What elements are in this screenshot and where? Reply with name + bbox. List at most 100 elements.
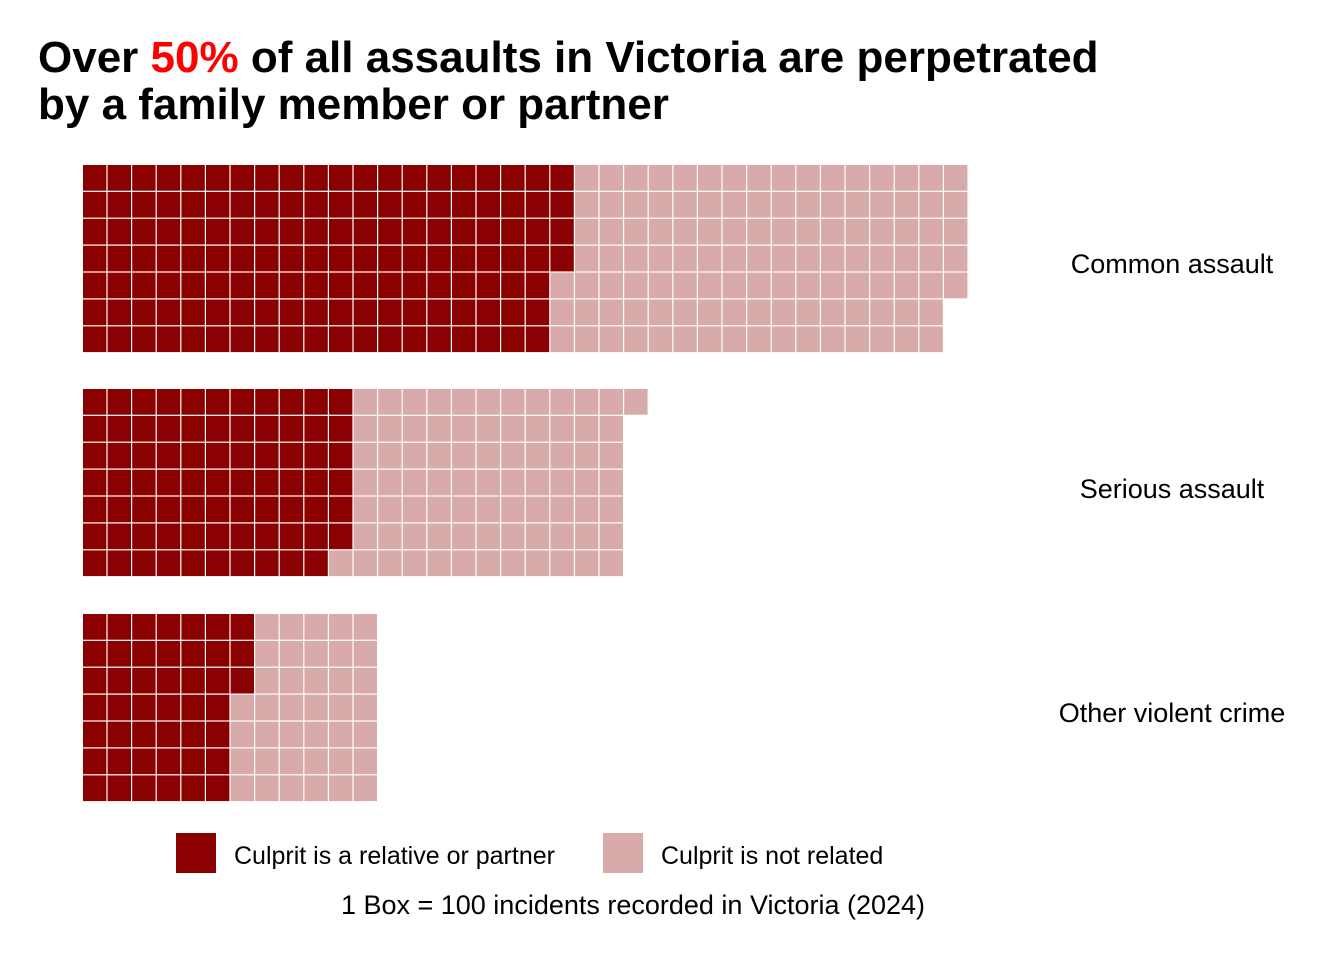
waffle-box-serious-assault-related bbox=[83, 442, 107, 469]
waffle-box-common-assault-related bbox=[402, 165, 427, 191]
waffle-box-other-violent-crime-related bbox=[156, 614, 181, 640]
title-suffix: of all assaults in Victoria are perpetra… bbox=[238, 33, 1099, 82]
waffle-box-common-assault-not-related bbox=[944, 218, 968, 245]
waffle-box-common-assault-related bbox=[181, 326, 205, 353]
waffle-box-other-violent-crime-related bbox=[206, 775, 230, 802]
waffle-box-other-violent-crime-not-related bbox=[329, 721, 353, 748]
waffle-box-common-assault-not-related bbox=[747, 165, 771, 191]
waffle-box-common-assault-not-related bbox=[698, 326, 722, 353]
waffle-box-serious-assault-not-related bbox=[402, 415, 427, 442]
waffle-box-common-assault-related bbox=[206, 245, 230, 272]
waffle-box-common-assault-not-related bbox=[624, 191, 648, 218]
waffle-box-serious-assault-related bbox=[181, 550, 205, 577]
waffle-cells bbox=[83, 165, 968, 802]
waffle-box-other-violent-crime-not-related bbox=[304, 640, 328, 667]
waffle-box-other-violent-crime-not-related bbox=[304, 667, 328, 694]
waffle-box-other-violent-crime-not-related bbox=[230, 694, 254, 721]
waffle-box-common-assault-not-related bbox=[821, 218, 845, 245]
waffle-box-common-assault-related bbox=[550, 165, 574, 191]
waffle-box-other-violent-crime-related bbox=[132, 614, 156, 640]
waffle-box-serious-assault-related bbox=[181, 415, 205, 442]
waffle-box-serious-assault-not-related bbox=[427, 523, 451, 550]
waffle-box-common-assault-related bbox=[230, 272, 254, 299]
waffle-box-serious-assault-not-related bbox=[575, 523, 599, 550]
waffle-box-common-assault-not-related bbox=[845, 245, 869, 272]
waffle-box-serious-assault-not-related bbox=[599, 550, 623, 577]
waffle-box-common-assault-related bbox=[525, 218, 550, 245]
waffle-box-common-assault-related bbox=[255, 191, 279, 218]
waffle-box-serious-assault-not-related bbox=[378, 496, 402, 523]
waffle-box-common-assault-not-related bbox=[624, 218, 648, 245]
waffle-box-serious-assault-related bbox=[107, 496, 131, 523]
waffle-box-serious-assault-related bbox=[181, 389, 205, 415]
waffle-box-common-assault-not-related bbox=[870, 299, 894, 326]
waffle-box-serious-assault-not-related bbox=[427, 550, 451, 577]
waffle-box-serious-assault-not-related bbox=[525, 415, 550, 442]
legend-label-not-related: Culprit is not related bbox=[661, 842, 883, 870]
waffle-box-common-assault-related bbox=[279, 218, 304, 245]
waffle-box-common-assault-not-related bbox=[821, 299, 845, 326]
waffle-box-common-assault-not-related bbox=[870, 218, 894, 245]
waffle-box-serious-assault-not-related bbox=[427, 389, 451, 415]
waffle-box-serious-assault-related bbox=[132, 496, 156, 523]
waffle-box-common-assault-not-related bbox=[944, 272, 968, 299]
waffle-box-other-violent-crime-related bbox=[206, 721, 230, 748]
waffle-box-common-assault-not-related bbox=[894, 326, 919, 353]
waffle-box-common-assault-not-related bbox=[845, 191, 869, 218]
waffle-box-other-violent-crime-not-related bbox=[329, 694, 353, 721]
waffle-box-serious-assault-related bbox=[156, 415, 181, 442]
waffle-box-common-assault-related bbox=[132, 218, 156, 245]
waffle-box-other-violent-crime-not-related bbox=[304, 748, 328, 775]
waffle-box-serious-assault-not-related bbox=[476, 469, 500, 496]
waffle-box-common-assault-not-related bbox=[870, 326, 894, 353]
waffle-box-other-violent-crime-related bbox=[181, 775, 205, 802]
waffle-box-other-violent-crime-not-related bbox=[353, 694, 377, 721]
waffle-box-common-assault-not-related bbox=[575, 191, 599, 218]
waffle-box-common-assault-related bbox=[107, 165, 131, 191]
waffle-box-serious-assault-not-related bbox=[550, 442, 574, 469]
waffle-box-common-assault-not-related bbox=[894, 191, 919, 218]
waffle-box-other-violent-crime-related bbox=[156, 640, 181, 667]
waffle-box-common-assault-not-related bbox=[575, 245, 599, 272]
waffle-box-other-violent-crime-not-related bbox=[255, 694, 279, 721]
waffle-box-serious-assault-related bbox=[230, 523, 254, 550]
waffle-box-other-violent-crime-not-related bbox=[279, 748, 304, 775]
waffle-box-serious-assault-related bbox=[279, 523, 304, 550]
waffle-box-serious-assault-related bbox=[230, 442, 254, 469]
waffle-box-serious-assault-related bbox=[255, 389, 279, 415]
waffle-box-common-assault-related bbox=[501, 299, 525, 326]
waffle-box-common-assault-related bbox=[107, 272, 131, 299]
waffle-box-common-assault-related bbox=[156, 191, 181, 218]
waffle-box-common-assault-not-related bbox=[747, 299, 771, 326]
waffle-box-serious-assault-not-related bbox=[476, 442, 500, 469]
waffle-box-common-assault-related bbox=[501, 165, 525, 191]
waffle-box-common-assault-not-related bbox=[575, 218, 599, 245]
waffle-box-common-assault-related bbox=[83, 218, 107, 245]
waffle-box-other-violent-crime-related bbox=[156, 721, 181, 748]
waffle-box-common-assault-related bbox=[501, 245, 525, 272]
waffle-box-common-assault-related bbox=[156, 165, 181, 191]
waffle-box-common-assault-not-related bbox=[771, 165, 796, 191]
waffle-box-other-violent-crime-related bbox=[107, 640, 131, 667]
row-label-other-violent-crime: Other violent crime bbox=[1059, 698, 1286, 728]
waffle-box-other-violent-crime-related bbox=[181, 614, 205, 640]
waffle-box-common-assault-related bbox=[329, 191, 353, 218]
waffle-box-common-assault-not-related bbox=[698, 272, 722, 299]
waffle-box-other-violent-crime-not-related bbox=[230, 748, 254, 775]
waffle-box-common-assault-not-related bbox=[722, 218, 746, 245]
waffle-box-common-assault-related bbox=[132, 299, 156, 326]
waffle-box-serious-assault-related bbox=[132, 442, 156, 469]
waffle-box-serious-assault-related bbox=[156, 442, 181, 469]
waffle-box-common-assault-not-related bbox=[673, 272, 697, 299]
waffle-box-serious-assault-not-related bbox=[624, 389, 648, 415]
waffle-box-other-violent-crime-related bbox=[83, 748, 107, 775]
waffle-box-serious-assault-related bbox=[304, 415, 328, 442]
waffle-box-common-assault-not-related bbox=[845, 272, 869, 299]
waffle-box-common-assault-related bbox=[107, 218, 131, 245]
waffle-box-common-assault-not-related bbox=[944, 165, 968, 191]
waffle-box-common-assault-related bbox=[156, 245, 181, 272]
waffle-box-serious-assault-related bbox=[255, 442, 279, 469]
waffle-box-serious-assault-not-related bbox=[525, 389, 550, 415]
waffle-box-serious-assault-not-related bbox=[550, 550, 574, 577]
waffle-box-other-violent-crime-related bbox=[132, 667, 156, 694]
